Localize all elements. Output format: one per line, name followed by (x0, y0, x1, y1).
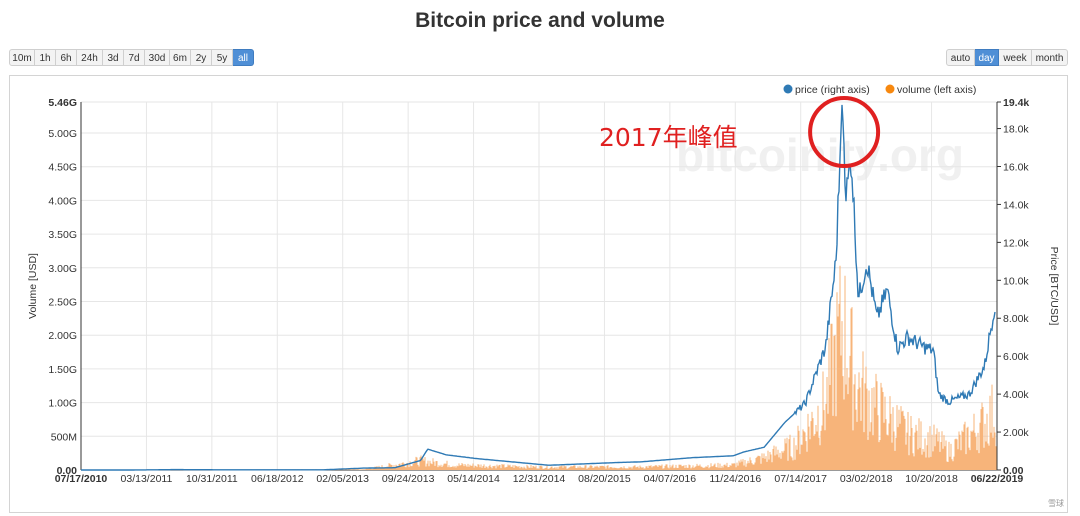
range-button-24h[interactable]: 24h (77, 49, 103, 66)
x-tick-label: 04/07/2016 (644, 473, 697, 485)
x-tick-label: 11/24/2016 (709, 473, 761, 485)
corner-watermark: 雪球 (1048, 499, 1064, 508)
y-right-tick-label: 19.4k (1003, 97, 1029, 109)
y-left-axis-title: Volume [USD] (27, 253, 39, 319)
range-button-10m[interactable]: 10m (9, 49, 35, 66)
y-right-tick-label: 16.0k (1003, 161, 1029, 173)
range-button-group: 10m 1h 6h 24h 3d 7d 30d 6m 2y 5y all (9, 49, 254, 66)
range-button-7d[interactable]: 7d (124, 49, 145, 66)
y-left-tick-label: 3.50G (48, 229, 77, 241)
y-right-tick-label: 4.00k (1003, 389, 1029, 401)
x-tick-label: 06/22/2019 (971, 473, 1024, 485)
y-left-tick-label: 4.50G (48, 162, 77, 174)
y-left-tick-label: 2.50G (48, 297, 77, 309)
price-volume-chart: bitcoinity.org0.00500M1.00G1.50G2.00G2.5… (27, 84, 1060, 485)
legend-volume-marker (885, 84, 895, 94)
x-tick-label: 02/05/2013 (316, 473, 369, 485)
y-left-tick-label: 5.00G (48, 128, 77, 140)
range-button-30d[interactable]: 30d (145, 49, 170, 66)
y-left-tick-label: 3.00G (48, 263, 77, 275)
y-left-tick-label: 5.46G (48, 97, 77, 109)
range-button-3d[interactable]: 3d (103, 49, 124, 66)
range-button-all[interactable]: all (233, 49, 254, 66)
y-right-tick-label: 0.00 (1003, 465, 1024, 477)
y-left-tick-label: 0.00 (57, 465, 78, 477)
x-tick-label: 03/02/2018 (840, 473, 893, 485)
x-tick-label: 12/31/2014 (513, 473, 566, 485)
y-right-tick-label: 10.0k (1003, 275, 1029, 287)
x-tick-label: 10/20/2018 (905, 473, 958, 485)
y-left-tick-label: 1.00G (48, 398, 77, 410)
range-button-6h[interactable]: 6h (56, 49, 77, 66)
page-title: Bitcoin price and volume (415, 9, 665, 32)
y-left-tick-label: 500M (51, 431, 77, 443)
legend-volume-label: volume (left axis) (897, 84, 976, 96)
chart-frame: bitcoinity.org 0.00 500M 1.00G 1.50G 2.00G 2.5… (9, 75, 1068, 513)
x-tick-label: 10/31/2011 (186, 473, 238, 485)
interval-button-day[interactable]: day (975, 49, 999, 66)
x-tick-label: 07/14/2017 (774, 473, 827, 485)
x-tick-label: 05/14/2014 (447, 473, 500, 485)
legend-price-label: price (right axis) (795, 84, 870, 96)
y-right-tick-label: 14.0k (1003, 199, 1029, 211)
y-left-tick-label: 2.00G (48, 330, 77, 342)
interval-button-month[interactable]: month (1032, 49, 1068, 66)
range-button-1h[interactable]: 1h (35, 49, 56, 66)
legend-price-marker (783, 84, 793, 94)
y-right-tick-label: 12.0k (1003, 237, 1029, 249)
range-button-2y[interactable]: 2y (191, 49, 212, 66)
y-left-tick-label: 1.50G (48, 364, 77, 376)
range-button-5y[interactable]: 5y (212, 49, 233, 66)
y-right-tick-label: 8.00k (1003, 313, 1029, 325)
peak-highlight-circle (808, 96, 881, 168)
x-tick-label: 06/18/2012 (251, 473, 304, 485)
x-tick-label: 09/24/2013 (382, 473, 435, 485)
y-right-tick-label: 6.00k (1003, 351, 1029, 363)
price-line (81, 104, 996, 471)
peak-annotation: 2017年峰值 (599, 123, 738, 152)
interval-button-group: auto day week month (946, 49, 1068, 66)
y-left-tick-label: 4.00G (48, 195, 77, 207)
x-tick-label: 07/17/2010 (55, 473, 108, 485)
interval-button-auto[interactable]: auto (946, 49, 975, 66)
x-tick-label: 03/13/2011 (121, 473, 173, 485)
range-button-6m[interactable]: 6m (170, 49, 191, 66)
interval-button-week[interactable]: week (999, 49, 1032, 66)
y-right-tick-label: 18.0k (1003, 124, 1029, 136)
x-tick-label: 08/20/2015 (578, 473, 631, 485)
y-right-tick-label: 2.00k (1003, 427, 1029, 439)
y-right-axis-title: Price [BTC/USD] (1048, 247, 1060, 326)
